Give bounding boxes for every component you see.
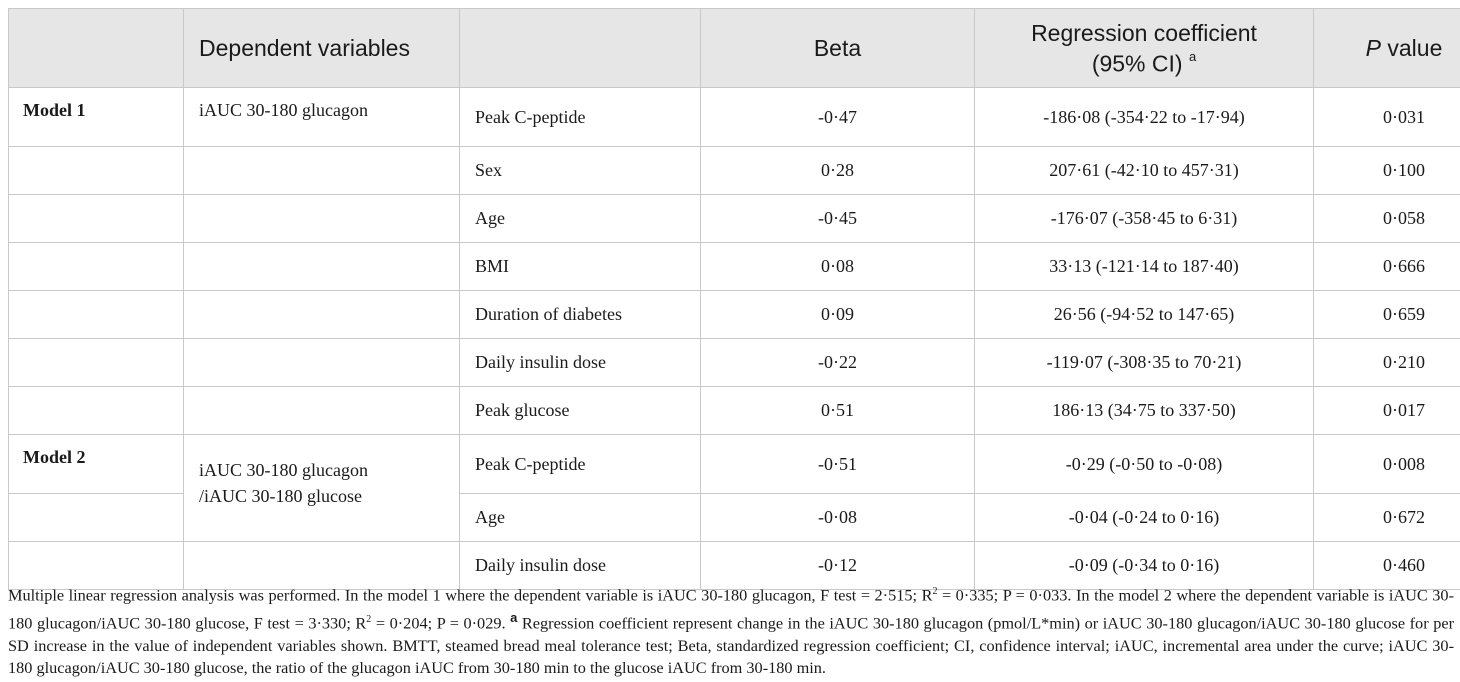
model-empty-cell (8, 290, 184, 339)
dependent-empty-cell (183, 290, 460, 339)
table-header-row: Dependent variables Beta Regression coef… (8, 8, 1460, 88)
dependent-empty-cell (183, 146, 460, 195)
beta-value: -0·12 (700, 541, 975, 590)
header-coef-line2: (95% CI) (1091, 50, 1183, 77)
header-p-italic: P (1365, 35, 1381, 61)
regression-coefficient-value: 26·56 (-94·52 to 147·65) (974, 290, 1314, 339)
dependent-empty-cell (183, 194, 460, 243)
table-row: Age -0·45 -176·07 (-358·45 to 6·31) 0·058 (8, 194, 1460, 243)
dependent-variable-cell: iAUC 30-180 glucagon (183, 87, 460, 147)
footnote-part4: Regression coefficient represent change … (8, 613, 1454, 678)
table-row: Model 2 iAUC 30-180 glucagon/iAUC 30-180 … (8, 434, 1460, 542)
table-footnote: Multiple linear regression analysis was … (8, 581, 1454, 680)
p-value: 0·672 (1313, 493, 1460, 542)
independent-variable: Age (459, 493, 701, 542)
footnote-part3: = 0·204; P = 0·029. (371, 613, 511, 633)
independent-variable: Sex (459, 146, 701, 195)
p-value: 0·659 (1313, 290, 1460, 339)
p-value: 0·017 (1313, 386, 1460, 435)
header-model-cell (8, 8, 184, 88)
dependent-variable-line1: iAUC 30-180 glucagon (199, 100, 368, 120)
footnote-sup1: 2 (932, 586, 938, 597)
header-p-value: P value (1313, 8, 1460, 88)
regression-coefficient-value: -0·04 (-0·24 to 0·16) (974, 493, 1314, 542)
regression-coefficient-value: -186·08 (-354·22 to -17·94) (974, 87, 1314, 147)
footnote-part2: = 0·335; P = 0·033. In the model 2 where… (8, 585, 1454, 633)
table-row: Peak glucose 0·51 186·13 (34·75 to 337·50)… (8, 386, 1460, 435)
table-body: Model 1 iAUC 30-180 glucagon Peak C-peptid… (8, 87, 1460, 590)
dependent-variable-cell: iAUC 30-180 glucagon/iAUC 30-180 glucose (183, 434, 460, 542)
table-row: Duration of diabetes 0·09 26·56 (-94·52 to… (8, 290, 1460, 339)
independent-variable: Duration of diabetes (459, 290, 701, 339)
model-empty-cell (8, 493, 184, 542)
header-regression-coefficient: Regression coefficient (95% CI) a (974, 8, 1314, 88)
independent-variable: Peak C-peptide (459, 87, 701, 147)
independent-variable: Daily insulin dose (459, 541, 701, 590)
regression-table-container: Dependent variables Beta Regression coef… (8, 8, 1460, 590)
model-empty-cell (8, 194, 184, 243)
model-empty-cell (8, 338, 184, 387)
regression-coefficient-value: -0·29 (-0·50 to -0·08) (974, 434, 1314, 494)
dependent-empty-cell (183, 338, 460, 387)
model-empty-cell (8, 242, 184, 291)
footnote-part1: Multiple linear regression analysis was … (8, 585, 933, 605)
regression-coefficient-value: 186·13 (34·75 to 337·50) (974, 386, 1314, 435)
p-value: 0·008 (1313, 434, 1460, 494)
beta-value: -0·22 (700, 338, 975, 387)
table-row: Sex 0·28 207·61 (-42·10 to 457·31) 0·100 (8, 146, 1460, 195)
header-p-rest: value (1380, 35, 1443, 61)
p-value: 0·100 (1313, 146, 1460, 195)
regression-table: Dependent variables Beta Regression coef… (8, 8, 1460, 590)
dependent-empty-cell (183, 541, 460, 590)
dependent-variable-line2: /iAUC 30-180 glucose (199, 486, 362, 506)
p-value: 0·210 (1313, 338, 1460, 387)
footnote-mark-a: a (510, 609, 518, 625)
independent-variable: Daily insulin dose (459, 338, 701, 387)
footnote-sup2: 2 (366, 613, 372, 625)
beta-value: -0·08 (700, 493, 975, 542)
beta-value: -0·47 (700, 87, 975, 147)
model-empty-cell (8, 146, 184, 195)
header-beta: Beta (700, 8, 975, 88)
table-row: Model 1 iAUC 30-180 glucagon Peak C-peptid… (8, 87, 1460, 147)
regression-coefficient-value: 207·61 (-42·10 to 457·31) (974, 146, 1314, 195)
header-coef-footnote-mark: a (1188, 48, 1197, 64)
regression-coefficient-value: -176·07 (-358·45 to 6·31) (974, 194, 1314, 243)
independent-variable: BMI (459, 242, 701, 291)
beta-value: -0·45 (700, 194, 975, 243)
beta-value: -0·51 (700, 434, 975, 494)
independent-variable: Peak glucose (459, 386, 701, 435)
model-empty-cell (8, 386, 184, 435)
header-independent-cell (459, 8, 701, 88)
p-value: 0·666 (1313, 242, 1460, 291)
dependent-empty-cell (183, 386, 460, 435)
beta-value: 0·28 (700, 146, 975, 195)
p-value: 0·058 (1313, 194, 1460, 243)
model-label: Model 1 (8, 87, 184, 147)
regression-coefficient-value: 33·13 (-121·14 to 187·40) (974, 242, 1314, 291)
dependent-variable-line1: iAUC 30-180 glucagon (199, 460, 368, 480)
beta-value: 0·51 (700, 386, 975, 435)
table-row: BMI 0·08 33·13 (-121·14 to 187·40) 0·666 (8, 242, 1460, 291)
model-label: Model 2 (8, 434, 184, 494)
beta-value: 0·08 (700, 242, 975, 291)
p-value: 0·031 (1313, 87, 1460, 147)
independent-variable: Age (459, 194, 701, 243)
p-value: 0·460 (1313, 541, 1460, 590)
beta-value: 0·09 (700, 290, 975, 339)
table-row: Daily insulin dose -0·12 -0·09 (-0·34 to 0… (8, 541, 1460, 590)
independent-variable: Peak C-peptide (459, 434, 701, 494)
table-row: Daily insulin dose -0·22 -119·07 (-308·35 … (8, 338, 1460, 387)
dependent-empty-cell (183, 242, 460, 291)
model-empty-cell (8, 541, 184, 590)
regression-coefficient-value: -119·07 (-308·35 to 70·21) (974, 338, 1314, 387)
header-dependent-variables: Dependent variables (183, 8, 460, 88)
regression-coefficient-value: -0·09 (-0·34 to 0·16) (974, 541, 1314, 590)
header-coef-line1: Regression coefficient (1031, 19, 1257, 46)
